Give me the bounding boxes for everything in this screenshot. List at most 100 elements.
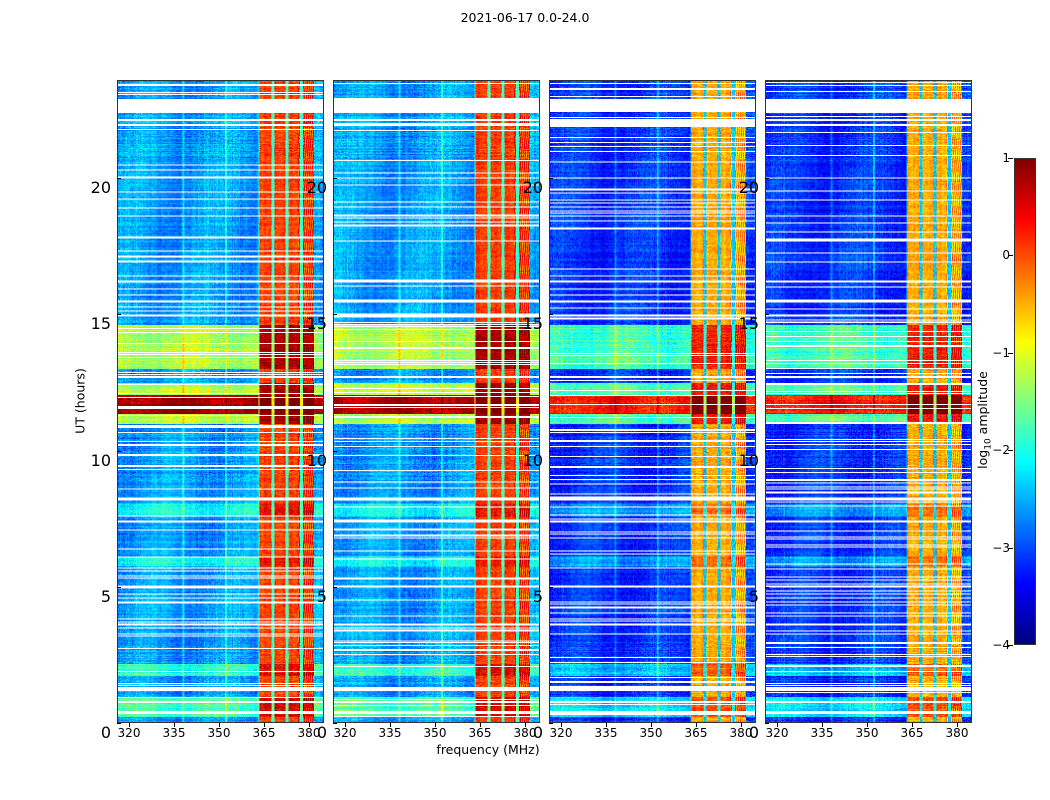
colorbar-label-sub: 10	[983, 438, 994, 450]
y-tick-mark	[549, 178, 553, 180]
x-tick-mark	[345, 723, 346, 727]
x-tick-label: 350	[423, 726, 447, 740]
y-tick-label: 0	[532, 723, 543, 742]
panel-xx[interactable]: XX, V8*V11=EA07*EA14	[117, 80, 324, 723]
colorbar-tick-mark	[1008, 158, 1013, 159]
y-tick-mark	[765, 178, 769, 180]
x-tick-mark	[606, 723, 607, 727]
x-tick-label: 365	[684, 726, 708, 740]
y-tick-mark	[333, 178, 337, 180]
x-tick-label: 350	[855, 726, 879, 740]
y-tick-mark	[333, 723, 337, 724]
x-tick-label: 335	[162, 726, 186, 740]
panel-xy[interactable]: XY, V8*V11=EA07*EA14	[549, 80, 756, 723]
x-tick-label: 350	[639, 726, 663, 740]
panel-yx[interactable]: YX, V8*V11=EA07*EA14	[765, 80, 972, 723]
y-tick-label: 15	[90, 314, 111, 334]
colorbar-tick-label: −1	[992, 345, 1010, 360]
x-tick-mark	[480, 723, 481, 727]
y-tick-label: 15	[306, 314, 327, 334]
x-tick-mark	[525, 723, 526, 727]
x-tick-label: 320	[333, 726, 357, 740]
x-tick-mark	[777, 723, 778, 727]
y-tick-mark	[117, 314, 121, 316]
colorbar	[1014, 158, 1036, 645]
y-tick-mark	[549, 586, 553, 588]
colorbar-tick-mark	[1008, 255, 1013, 257]
waterfall-image-xx	[118, 81, 323, 722]
colorbar-tick-mark	[1008, 645, 1013, 646]
y-tick-label: 0	[748, 723, 759, 742]
y-tick-label: 0	[316, 723, 327, 742]
y-tick-label: 15	[522, 314, 543, 334]
y-tick-label: 20	[90, 178, 111, 198]
colorbar-tick-label: 0	[1002, 248, 1010, 263]
colorbar-tick-label: −2	[992, 443, 1010, 458]
y-tick-mark	[765, 450, 769, 452]
x-tick-label-group: 320 335 350 365 380	[0, 726, 1050, 746]
colorbar-ticklabels: −4 −3 −2 −1 0 1	[986, 151, 1010, 652]
x-axis-label: frequency (MHz)	[436, 742, 540, 757]
y-axis-label: UT (hours)	[72, 368, 88, 434]
x-tick-label: 365	[468, 726, 492, 740]
x-tick-mark	[435, 723, 436, 727]
colorbar-label-base: log	[974, 449, 990, 469]
x-tick-mark	[651, 723, 652, 727]
y-tick-label: 20	[306, 178, 327, 198]
x-tick-label: 380	[945, 726, 969, 740]
colorbar-tick-label: −3	[992, 540, 1010, 555]
x-tick-label: 380	[729, 726, 753, 740]
y-tick-label: 5	[532, 586, 543, 606]
x-tick-label-group: 320 335 350 365 380	[0, 726, 1050, 746]
y-tick-label: 10	[522, 450, 543, 470]
x-tick-label: 350	[207, 726, 231, 740]
y-tick-mark	[117, 450, 121, 452]
y-tick-mark	[333, 586, 337, 588]
y-tick-mark	[333, 314, 337, 316]
y-tick-label: 10	[306, 450, 327, 470]
x-tick-mark	[309, 723, 310, 727]
y-tick-label: 15	[738, 314, 759, 334]
y-tick-label: 0	[100, 723, 111, 742]
y-tick-label: 10	[90, 450, 111, 470]
y-tick-mark	[549, 723, 553, 724]
x-tick-mark	[129, 723, 130, 727]
x-tick-label: 380	[513, 726, 537, 740]
y-tick-mark	[117, 586, 121, 588]
x-tick-mark	[696, 723, 697, 727]
y-tick-label: 5	[748, 586, 759, 606]
colorbar-tick-mark	[1008, 450, 1013, 452]
colorbar-tick-label: 1	[1002, 151, 1010, 165]
y-tick-label: 5	[100, 586, 111, 606]
x-tick-mark	[822, 723, 823, 727]
waterfall-image-xy	[550, 81, 755, 722]
x-tick-mark	[174, 723, 175, 727]
y-tick-label: 10	[738, 450, 759, 470]
x-tick-mark	[741, 723, 742, 727]
y-tick-label: 20	[522, 178, 543, 198]
x-tick-label: 320	[117, 726, 141, 740]
x-tick-mark	[957, 723, 958, 727]
waterfall-image-yy	[334, 81, 539, 722]
colorbar-tick-mark	[1008, 352, 1013, 354]
x-tick-mark	[390, 723, 391, 727]
x-tick-label-group: 320 335 350 365 380	[0, 726, 1050, 746]
panel-yy[interactable]: YY, V8*V11=EA07*EA14	[333, 80, 540, 723]
y-tick-label: 5	[316, 586, 327, 606]
x-tick-label: 320	[765, 726, 789, 740]
x-tick-label: 335	[378, 726, 402, 740]
y-tick-mark	[549, 314, 553, 316]
figure-suptitle: 2021-06-17 0.0-24.0	[460, 10, 590, 25]
y-tick-mark	[117, 178, 121, 180]
x-tick-label: 365	[900, 726, 924, 740]
x-tick-mark	[561, 723, 562, 727]
colorbar-label-rest: amplitude	[974, 371, 990, 439]
y-tick-mark	[549, 450, 553, 452]
y-tick-mark	[333, 450, 337, 452]
colorbar-tick-mark	[1008, 547, 1013, 549]
x-tick-mark	[219, 723, 220, 727]
x-tick-mark	[867, 723, 868, 727]
x-tick-label: 335	[594, 726, 618, 740]
x-tick-label-group: 320 335 350 365 380	[0, 726, 1050, 746]
